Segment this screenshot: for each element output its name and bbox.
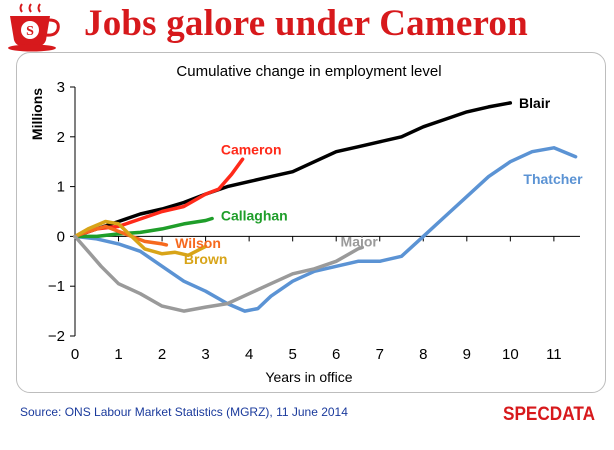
y-tick-label: 2 xyxy=(57,129,65,146)
y-axis-title: Millions xyxy=(29,88,45,140)
series-label-major: Major xyxy=(341,233,379,249)
series-line-major xyxy=(73,234,365,313)
y-tick-label: −2 xyxy=(48,328,65,345)
series-label-blair: Blair xyxy=(519,95,551,111)
series-line-callaghan xyxy=(73,216,214,239)
x-tick-label: 4 xyxy=(245,346,253,363)
series-line-wilson xyxy=(73,224,169,247)
logo-letter: S xyxy=(26,24,34,39)
source-note: Source: ONS Labour Market Statistics (MG… xyxy=(20,405,348,419)
series-label-callaghan: Callaghan xyxy=(221,207,288,223)
x-tick-label: 11 xyxy=(546,346,562,363)
x-tick-label: 3 xyxy=(201,346,209,363)
series-line-brown xyxy=(73,219,208,258)
series-label-thatcher: Thatcher xyxy=(523,171,583,187)
header: S Jobs galore under Cameron xyxy=(0,0,614,54)
page-title: Jobs galore under Cameron xyxy=(84,3,528,44)
chart-title: Cumulative change in employment level xyxy=(176,63,441,80)
series-lines xyxy=(73,101,578,313)
x-tick-label: 8 xyxy=(419,346,427,363)
y-tick-label: 3 xyxy=(57,79,65,96)
teacup-icon: S xyxy=(8,3,60,52)
y-tick-label: 0 xyxy=(57,228,65,245)
series-labels: Blair Thatcher Cameron CallaghanWilsonBrown… xyxy=(175,95,583,267)
x-tick-label: 2 xyxy=(158,346,166,363)
x-tick-label: 6 xyxy=(332,346,340,363)
series-line-thatcher xyxy=(73,146,578,313)
series-label-wilson: Wilson xyxy=(175,235,221,251)
chart-frame xyxy=(16,52,606,393)
x-tick-label: 7 xyxy=(376,346,384,363)
brand-text: SPECDATA xyxy=(503,404,595,425)
series-line-blair xyxy=(73,101,513,239)
x-tick-label: 0 xyxy=(71,346,79,363)
x-axis-title: Years in office xyxy=(265,369,352,385)
x-tick-label: 1 xyxy=(114,346,122,363)
series-label-brown: Brown xyxy=(184,251,228,267)
x-tick-label: 10 xyxy=(502,346,519,363)
x-tick-label: 5 xyxy=(289,346,297,363)
y-tick-label: −1 xyxy=(48,278,65,295)
x-tick-label: 9 xyxy=(463,346,471,363)
specdata-logo: SPECDATA xyxy=(503,404,595,425)
series-label-cameron: Cameron xyxy=(221,141,282,157)
y-tick-label: 1 xyxy=(57,179,65,196)
